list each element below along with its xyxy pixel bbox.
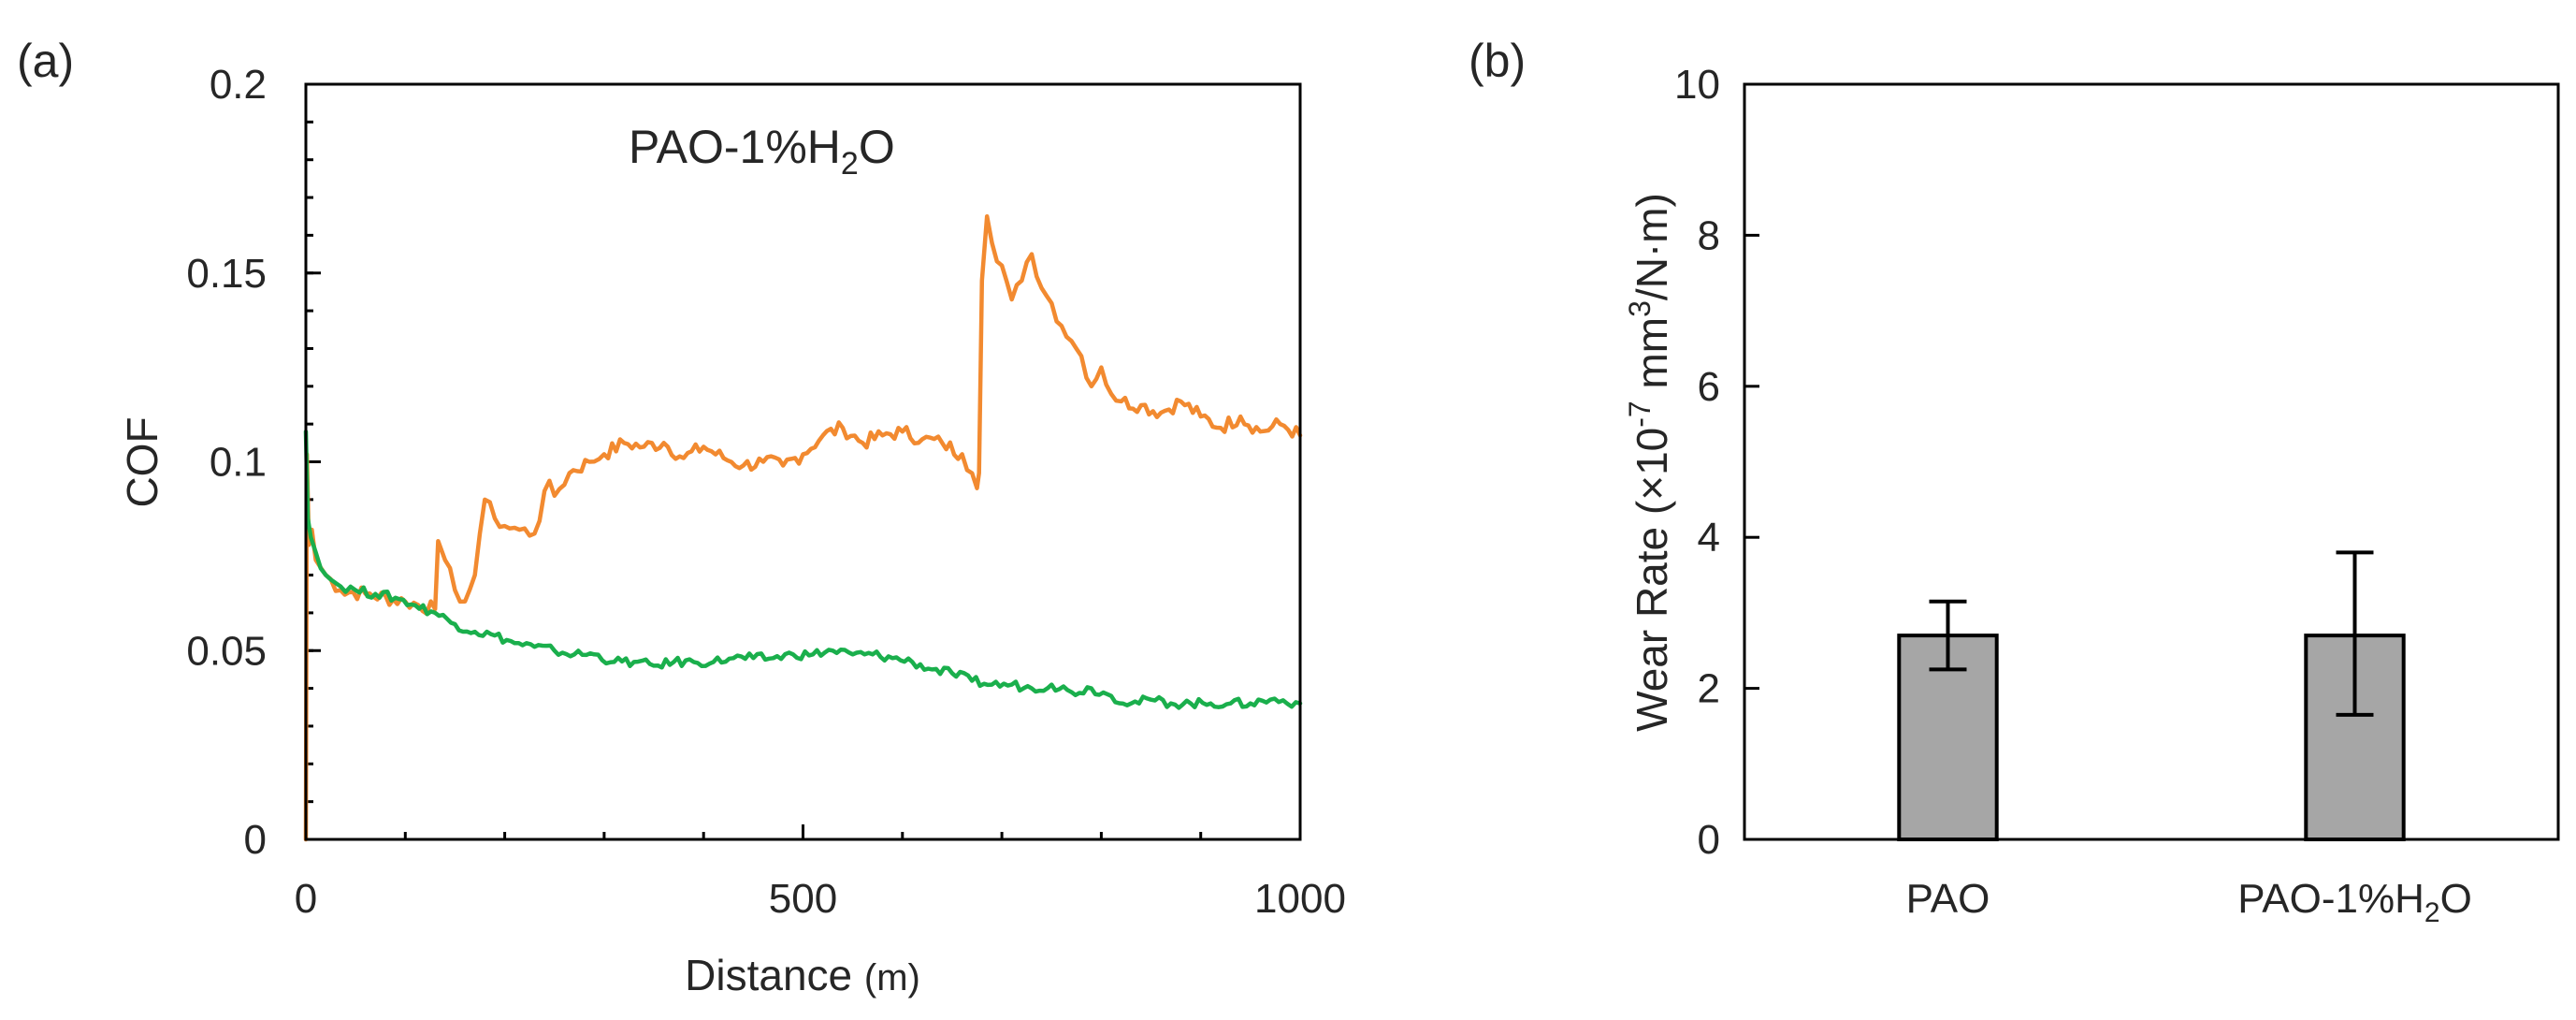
panel-b-y-tick-label: 6 — [1698, 364, 1720, 410]
panel-a-y-tick-label: 0.2 — [210, 62, 267, 108]
panel-a-annotation-sub: 2 — [841, 146, 859, 182]
panel-a-y-axis-title: COF — [118, 416, 166, 507]
panel-a-x-axis-title-main: Distance — [685, 951, 852, 999]
panel-a-series-line-pao-1-h2o — [303, 213, 1303, 842]
panel-a-x-axis-title: Distance (m) — [685, 951, 920, 999]
panel-a-annotation: PAO-1%H2O — [629, 121, 895, 182]
panel-b-y-tick-label: 4 — [1698, 515, 1720, 561]
panel-a-label: (a) — [17, 35, 74, 87]
panel-a-series — [303, 213, 1303, 842]
panel-a-chart: (a) 0 0.05 0.1 0.15 0.2 0 500 1000 PAO-1%H2O C… — [17, 35, 1346, 999]
panel-b-y-axis-title-main: Wear Rate (×10 — [1628, 428, 1676, 732]
panel-b-y-tick-label: 10 — [1674, 62, 1720, 108]
panel-a-y-tick-label: 0.1 — [210, 440, 267, 486]
panel-b-bars — [1897, 550, 2406, 841]
panel-a-series-line-pao — [303, 429, 1303, 710]
panel-a-y-tick-label: 0.05 — [186, 628, 267, 674]
panel-a-y-tick-label: 0.15 — [186, 251, 267, 297]
panel-b-x-tick-labels: PAO PAO-1%H2O — [1906, 876, 2472, 928]
panel-a-annotation-suffix: O — [859, 121, 895, 173]
panel-b-y-axis-title-exp2: 3 — [1623, 300, 1657, 317]
panel-a-plot-frame — [304, 82, 1302, 841]
panel-b-y-tick-label: 2 — [1698, 666, 1720, 712]
panel-b-category-label-0: PAO — [1906, 876, 1990, 922]
panel-b-category-0-prefix: PAO — [1906, 876, 1990, 922]
panel-a-x-tick-label: 500 — [769, 876, 837, 922]
panel-b-category-1-prefix: PAO-1%H — [2237, 876, 2424, 922]
panel-b-label: (b) — [1469, 35, 1526, 87]
panel-a-x-tick-label: 1000 — [1254, 876, 1346, 922]
panel-b-y-tick-label: 8 — [1698, 212, 1720, 258]
panel-a-x-tick-label: 0 — [295, 876, 317, 922]
panel-b-y-ticks: 0 2 4 6 8 10 — [1674, 62, 1759, 863]
panel-b-category-1-sub: 2 — [2424, 897, 2440, 928]
panel-b-y-axis-title: Wear Rate (×10-7 mm3/N·m) — [1623, 193, 1676, 732]
panel-b-y-axis-title-end: /N·m) — [1628, 193, 1676, 300]
panel-b-y-axis-title-mid: mm — [1628, 317, 1676, 401]
panel-b-chart: (b) 0 2 4 6 8 10 Wear Rate (×10-7 mm3/N·m) PA… — [1469, 35, 2560, 928]
panel-b-plot-frame — [1743, 82, 2560, 841]
panel-a-x-axis-title-unit: (m) — [864, 957, 920, 998]
panel-a-y-tick-label: 0 — [244, 817, 267, 863]
panel-b-category-label-1: PAO-1%H2O — [2237, 876, 2472, 928]
panel-a-y-ticks: 0 0.05 0.1 0.15 0.2 — [186, 62, 321, 863]
panel-a-annotation-prefix: PAO-1%H — [629, 121, 841, 173]
panel-b-y-tick-label: 0 — [1698, 817, 1720, 863]
panel-b-y-axis-title-exp1: -7 — [1623, 401, 1657, 427]
panel-b-category-1-suffix: O — [2440, 876, 2472, 922]
